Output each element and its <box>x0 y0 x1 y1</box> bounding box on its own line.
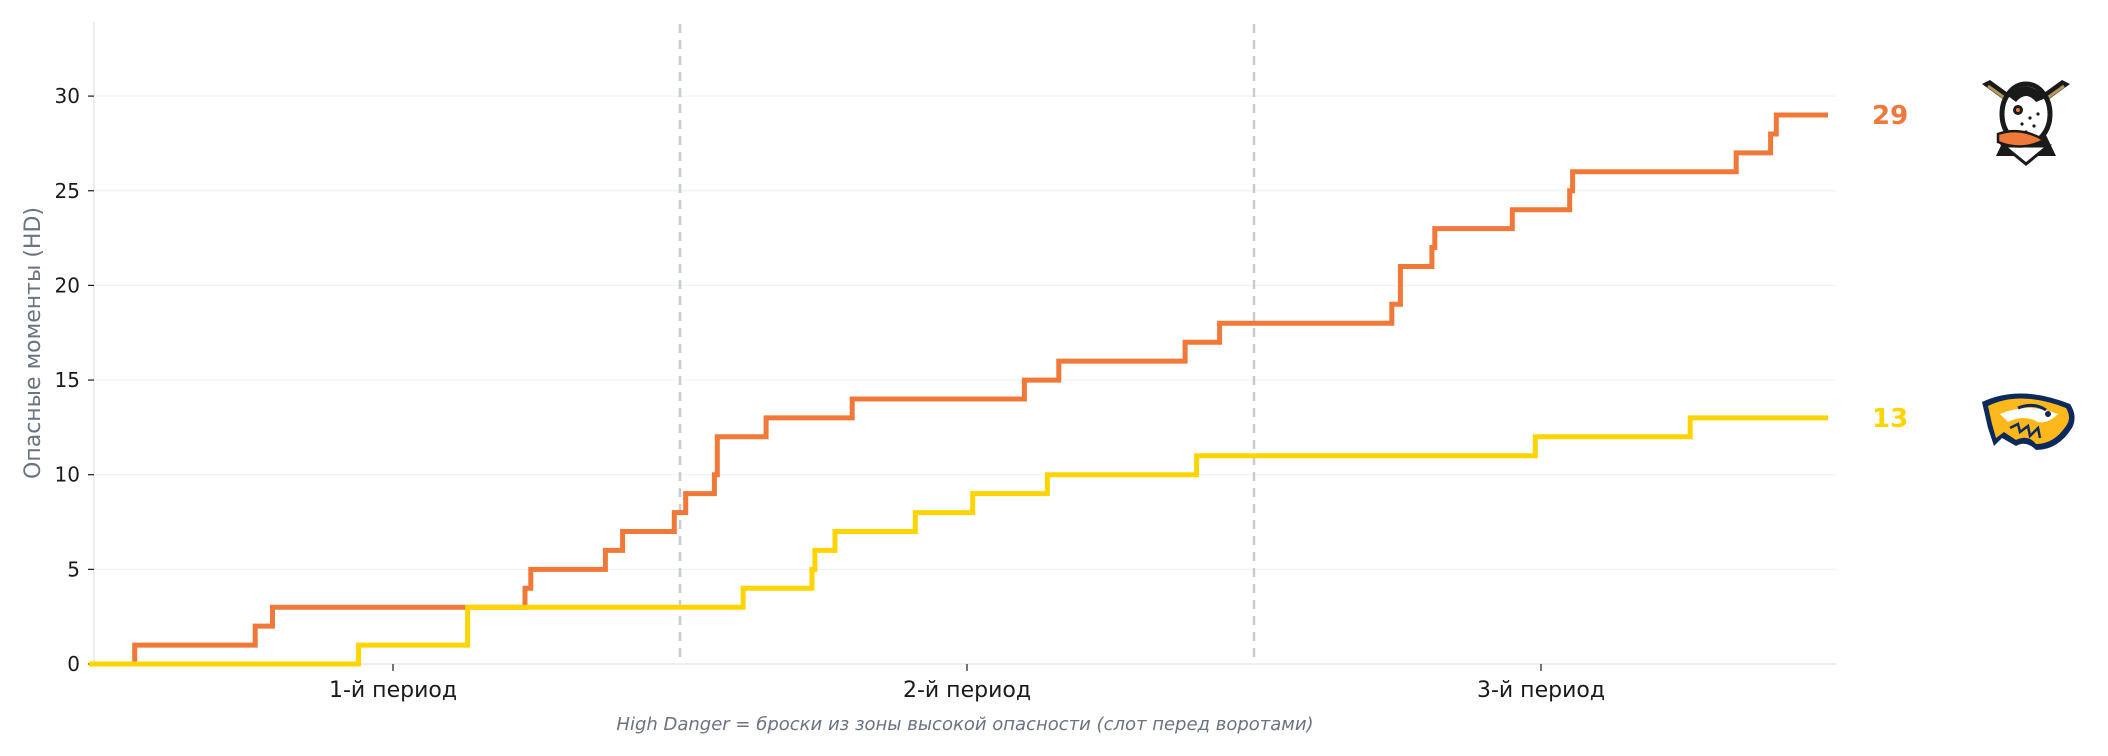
series-lines <box>88 112 1828 667</box>
y-tick-label: 25 <box>55 179 80 203</box>
y-ticks: 0 5 10 15 20 25 30 <box>55 84 94 676</box>
y-tick-label: 10 <box>55 463 80 487</box>
axes <box>93 22 1836 665</box>
y-tick-label: 5 <box>67 557 80 581</box>
period-dividers <box>678 24 1256 664</box>
series-line-0 <box>106 112 1828 667</box>
ducks-logo-icon <box>1982 80 2070 166</box>
period-label: 3-й период <box>1477 678 1605 703</box>
y-axis-label: Опасные моменты (HD) <box>21 207 46 479</box>
y-tick-label: 30 <box>55 84 80 108</box>
period-label: 2-й период <box>903 678 1031 703</box>
end-labels: 29 13 <box>1872 101 1908 434</box>
grid-lines <box>94 95 1836 570</box>
period-ticks: 1-й период 2-й период 3-й период <box>329 664 1605 703</box>
chart-note: High Danger = броски из зоны высокой опа… <box>616 714 1313 735</box>
y-tick-label: 15 <box>55 368 80 392</box>
period-label: 1-й период <box>329 678 457 703</box>
predators-logo-icon <box>1982 393 2075 450</box>
series-line-1 <box>88 415 1828 667</box>
series-final-value: 13 <box>1872 404 1908 434</box>
series-final-value: 29 <box>1872 101 1908 131</box>
y-tick-label: 0 <box>67 652 80 676</box>
y-tick-label: 20 <box>55 273 80 297</box>
